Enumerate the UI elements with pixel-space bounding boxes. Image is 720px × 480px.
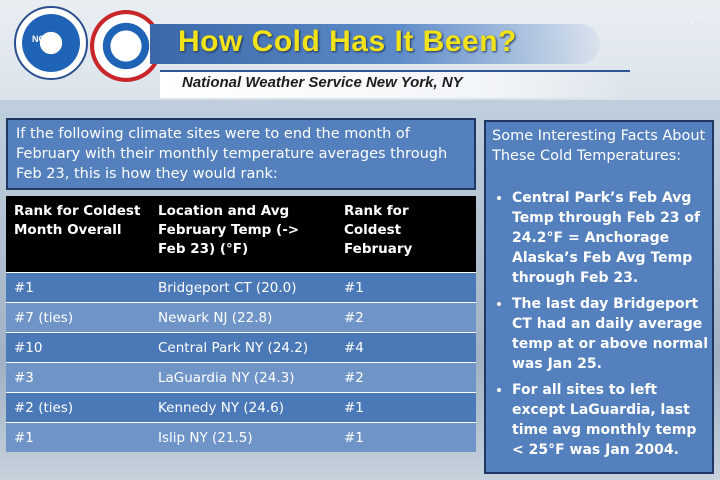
table-row: #3 LaGuardia NY (24.3) #2: [6, 362, 476, 393]
location-cell: Kennedy NY (24.6): [150, 392, 336, 423]
rank-february-cell: #1: [336, 392, 476, 423]
facts-panel: Some Interesting Facts About These Cold …: [484, 120, 714, 474]
title-bar: [150, 24, 600, 64]
list-item: For all sites to left except LaGuardia, …: [512, 380, 712, 460]
rank-february-cell: #4: [336, 332, 476, 363]
rank-overall-cell: #3: [6, 362, 150, 393]
intro-panel: If the following climate sites were to e…: [6, 118, 476, 190]
location-cell: LaGuardia NY (24.3): [150, 362, 336, 393]
location-cell: Bridgeport CT (20.0): [150, 272, 336, 303]
expand-icon[interactable]: ⤢: [690, 12, 701, 27]
table-header-row: Rank for Coldest Month Overall Location …: [6, 196, 476, 273]
table-row: #1 Bridgeport CT (20.0) #1: [6, 272, 476, 303]
table-row: #7 (ties) Newark NJ (22.8) #2: [6, 302, 476, 333]
location-cell: Central Park NY (24.2): [150, 332, 336, 363]
location-cell: Newark NJ (22.8): [150, 302, 336, 333]
ranking-table: Rank for Coldest Month Overall Location …: [6, 196, 476, 452]
facts-heading: Some Interesting Facts About These Cold …: [492, 128, 706, 164]
header-rank-overall: Rank for Coldest Month Overall: [6, 196, 150, 273]
page-title: How Cold Has It Been?: [178, 25, 517, 58]
rank-overall-cell: #1: [6, 272, 150, 303]
table-row: #10 Central Park NY (24.2) #4: [6, 332, 476, 363]
rank-february-cell: #1: [336, 272, 476, 303]
rank-overall-cell: #1: [6, 422, 150, 452]
rank-overall-cell: #2 (ties): [6, 392, 150, 423]
location-cell: Islip NY (21.5): [150, 422, 336, 452]
rank-february-cell: #2: [336, 302, 476, 333]
subtitle-bar: [160, 70, 630, 98]
rank-overall-cell: #7 (ties): [6, 302, 150, 333]
header-rank-february: Rank for Coldest February: [336, 196, 476, 273]
intro-text: If the following climate sites were to e…: [16, 126, 448, 182]
table-row: #1 Islip NY (21.5) #1: [6, 422, 476, 452]
page-subtitle: National Weather Service New York, NY: [182, 74, 463, 91]
rank-overall-cell: #10: [6, 332, 150, 363]
header-location: Location and Avg February Temp (-> Feb 2…: [150, 196, 336, 273]
noaa-logo-text: NOAA: [32, 34, 59, 44]
table-row: #2 (ties) Kennedy NY (24.6) #1: [6, 392, 476, 423]
facts-list: Central Park’s Feb Avg Temp through Feb …: [494, 188, 712, 466]
rank-february-cell: #1: [336, 422, 476, 452]
noaa-logo: [14, 6, 88, 80]
rank-february-cell: #2: [336, 362, 476, 393]
list-item: Central Park’s Feb Avg Temp through Feb …: [512, 188, 712, 288]
list-item: The last day Bridgeport CT had an daily …: [512, 294, 712, 374]
